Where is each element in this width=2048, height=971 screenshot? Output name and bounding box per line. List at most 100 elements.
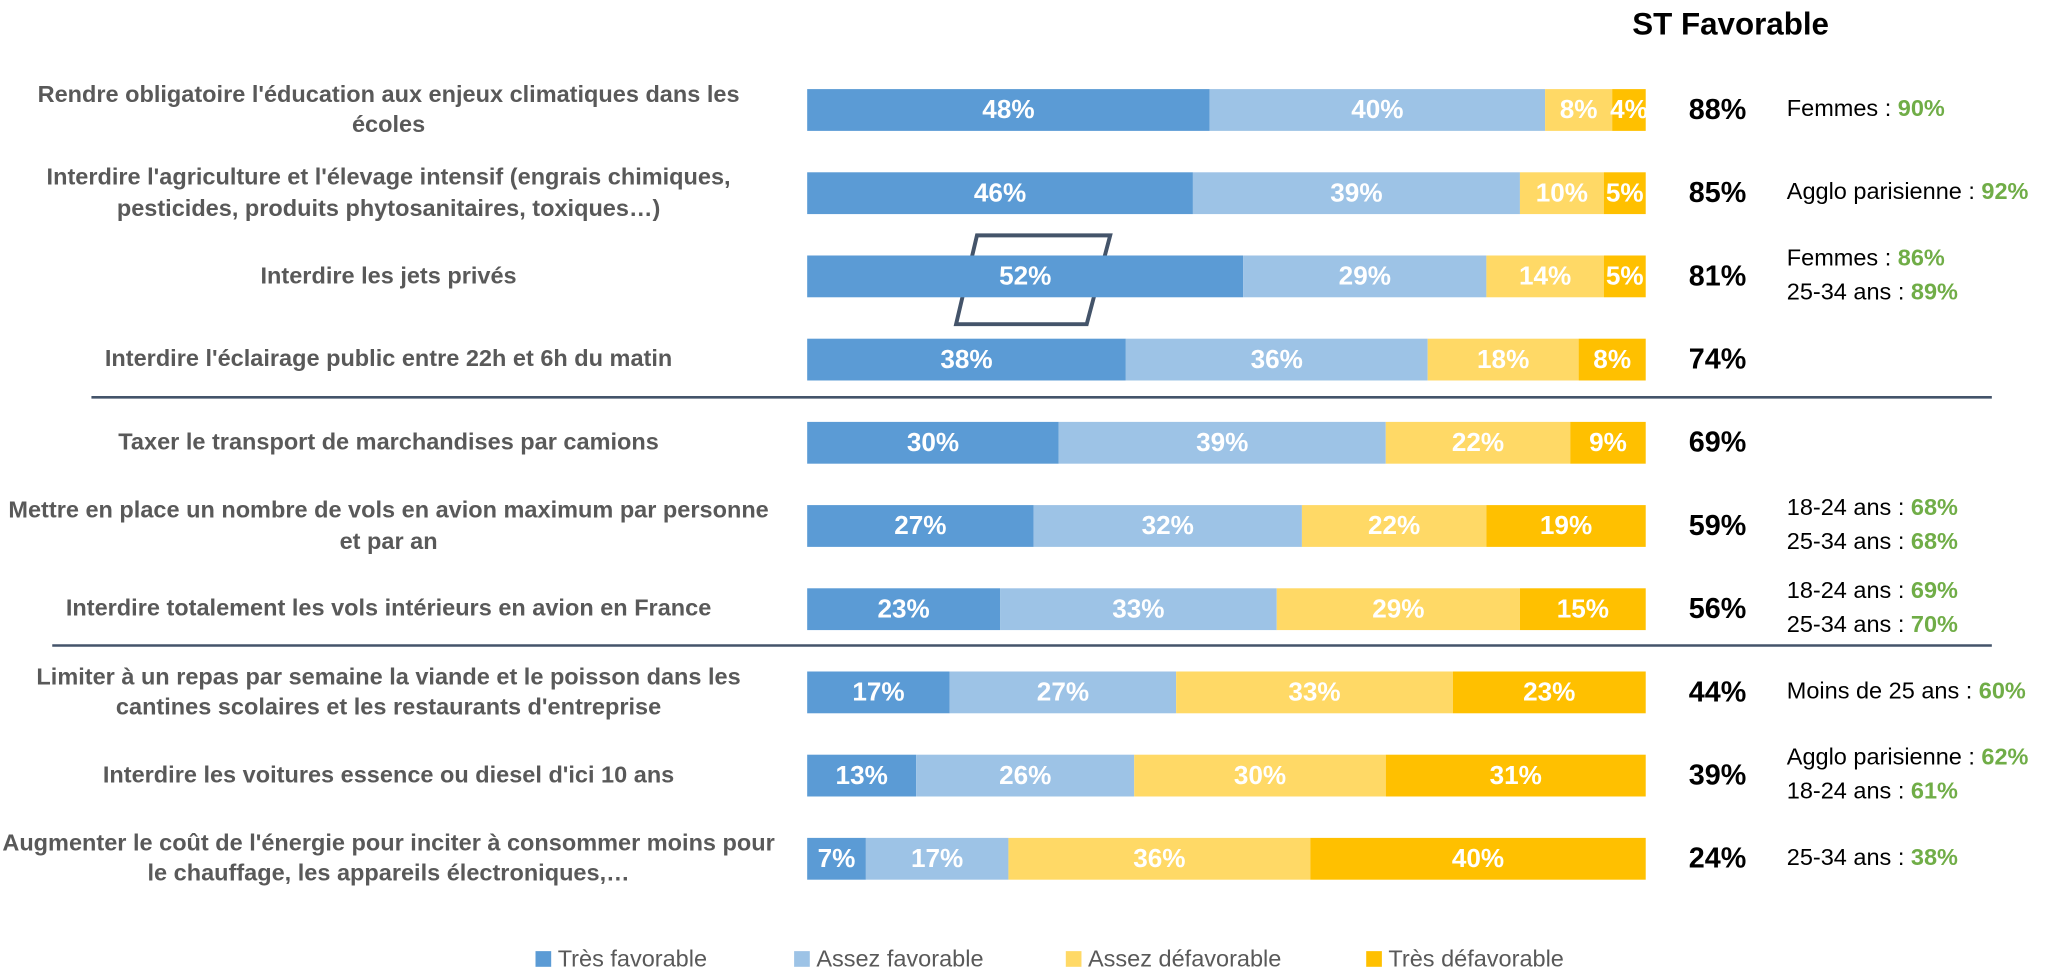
category-label-box: Interdire les voitures essence ou diesel… [0,734,777,818]
data-label: 15% [1557,593,1609,623]
data-label: 5% [1606,261,1644,291]
st-favorable-value: 44% [1689,676,1746,708]
note-value: 68% [1911,494,1958,520]
note-value: 90% [1898,95,1945,121]
note-label: 25-34 ans : [1787,279,1911,305]
data-label: 22% [1452,427,1504,457]
note-value: 70% [1911,611,1958,637]
category-label-box: Interdire l'éclairage public entre 22h e… [0,318,777,402]
legend-label: Très favorable [558,945,707,971]
note-label: Femmes : [1787,95,1898,121]
st-favorable-value: 74% [1689,343,1746,375]
note-label: 18-24 ans : [1787,577,1911,603]
st-favorable-value: 88% [1689,94,1746,126]
legend-label: Assez favorable [816,945,983,971]
note-label: Agglo parisienne : [1787,744,1982,770]
data-label: 31% [1490,760,1542,790]
data-label: 33% [1112,593,1164,623]
category-label: Interdire l'agriculture et l'élevage int… [0,151,777,235]
note-label: 25-34 ans : [1787,611,1911,637]
data-label: 4% [1610,94,1648,124]
category-label-box: Interdire l'agriculture et l'élevage int… [0,151,777,235]
note: Femmes : 90% [1787,95,1945,121]
note-value: 69% [1911,577,1958,603]
data-label: 29% [1372,593,1424,623]
legend-swatch [794,951,810,967]
data-label: 26% [999,760,1051,790]
st-favorable-value: 39% [1689,759,1746,791]
data-label: 7% [818,843,856,873]
note-value: 62% [1981,744,2028,770]
note-label: 18-24 ans : [1787,494,1911,520]
data-label: 10% [1536,177,1588,207]
category-label-box: Taxer le transport de marchandises par c… [0,401,777,485]
note: Agglo parisienne : 62% [1787,744,2029,770]
data-label: 39% [1196,427,1248,457]
st-favorable-value: 24% [1689,843,1746,875]
note-value: 61% [1911,778,1958,804]
note-value: 92% [1981,178,2028,204]
legend-swatch [1366,951,1382,967]
note-value: 68% [1911,528,1958,554]
data-label: 5% [1606,177,1644,207]
note-label: 25-34 ans : [1787,528,1911,554]
data-label: 48% [982,94,1034,124]
data-label: 36% [1251,344,1303,374]
category-label: Interdire les jets privés [0,235,777,319]
data-label: 38% [940,344,992,374]
category-label: Taxer le transport de marchandises par c… [0,401,777,485]
note-value: 60% [1979,678,2026,704]
data-label: 29% [1339,261,1391,291]
data-label: 36% [1133,843,1185,873]
category-label: Interdire l'éclairage public entre 22h e… [0,318,777,402]
data-label: 14% [1519,261,1571,291]
note-value: 38% [1911,844,1958,870]
note-label: Moins de 25 ans : [1787,678,1979,704]
page: ST Favorable Rendre obligatoire l'éducat… [0,0,2048,971]
category-label: Rendre obligatoire l'éducation aux enjeu… [0,68,777,152]
data-label: 9% [1589,427,1627,457]
data-label: 52% [999,261,1051,291]
category-label: Mettre en place un nombre de vols en avi… [0,484,777,568]
st-favorable-value: 59% [1689,510,1746,542]
note-label: 25-34 ans : [1787,844,1911,870]
note-label: 18-24 ans : [1787,778,1911,804]
data-label: 18% [1477,344,1529,374]
data-label: 19% [1540,510,1592,540]
note: 18-24 ans : 61% [1787,778,1958,804]
note: Agglo parisienne : 92% [1787,178,2029,204]
data-label: 23% [877,593,929,623]
data-label: 46% [974,177,1026,207]
category-label: Interdire totalement les vols intérieurs… [0,567,777,651]
note: 25-34 ans : 70% [1787,611,1958,637]
data-label: 30% [907,427,959,457]
note-label: Femmes : [1787,245,1898,271]
st-favorable-value: 69% [1689,427,1746,459]
category-label-box: Interdire les jets privés [0,235,777,319]
st-favorable-value: 85% [1689,177,1746,209]
note: Moins de 25 ans : 60% [1787,678,2026,704]
data-label: 40% [1351,94,1403,124]
data-label: 23% [1523,677,1575,707]
data-label: 8% [1560,94,1598,124]
category-label-box: Limiter à un repas par semaine la viande… [0,651,777,735]
data-label: 40% [1452,843,1504,873]
data-label: 39% [1330,177,1382,207]
note: 25-34 ans : 38% [1787,844,1958,870]
data-label: 30% [1234,760,1286,790]
data-label: 27% [1037,677,1089,707]
note: 18-24 ans : 69% [1787,577,1958,603]
legend-label: Très défavorable [1388,945,1563,971]
chart: ST Favorable Rendre obligatoire l'éducat… [0,0,2048,971]
category-label: Interdire les voitures essence ou diesel… [0,734,777,818]
note: Femmes : 86% [1787,245,1945,271]
note-value: 86% [1898,245,1945,271]
category-label-box: Rendre obligatoire l'éducation aux enjeu… [0,68,777,152]
legend-swatch [536,951,552,967]
column-title: ST Favorable [1632,7,1829,42]
note-label: Agglo parisienne : [1787,178,1982,204]
st-favorable-value: 56% [1689,593,1746,625]
note: 25-34 ans : 68% [1787,528,1958,554]
legend-label: Assez défavorable [1088,945,1281,971]
category-label-box: Interdire totalement les vols intérieurs… [0,567,777,651]
